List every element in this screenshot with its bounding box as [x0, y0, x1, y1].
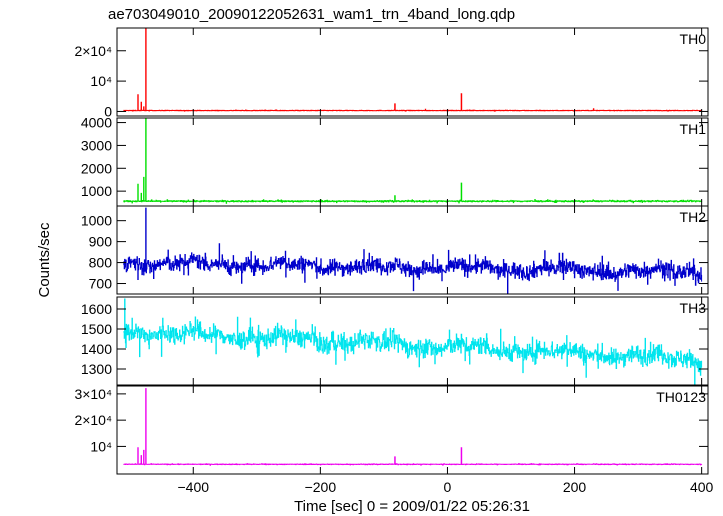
panel-label: TH2 — [680, 209, 707, 225]
x-tick-label: 400 — [690, 479, 714, 495]
panel-label: TH0 — [680, 31, 707, 47]
y-tick-label: 3×10⁴ — [74, 386, 112, 402]
y-tick-label: 1500 — [81, 321, 112, 337]
panel-th1: 1000 2000 3000 4000 TH1 — [81, 115, 709, 207]
chart-title: ae703049010_20090122052631_wam1_trn_4ban… — [108, 6, 515, 23]
panel-th3: 1300 1400 1500 1600 TH3 — [81, 296, 709, 386]
panel-frame — [116, 296, 709, 386]
x-tick-label: −400 — [177, 479, 209, 495]
panel-frame — [116, 117, 709, 207]
panel-th2: 700 800 900 1000 TH2 — [81, 205, 709, 295]
panel-frame — [116, 205, 709, 295]
panel-label: TH0123 — [656, 389, 706, 405]
series-th3 — [123, 298, 703, 385]
y-tick-label: 3000 — [81, 137, 112, 153]
panel-frame — [116, 385, 709, 475]
y-tick-label: 10⁴ — [90, 438, 112, 454]
x-tick-label: 0 — [444, 479, 452, 495]
panel-frame — [116, 27, 709, 117]
panel-th0123: 10⁴ 2×10⁴ 3×10⁴ TH0123 — [74, 385, 709, 475]
y-tick-label: 1000 — [81, 183, 112, 199]
y-tick-label: 800 — [89, 255, 113, 271]
y-tick-label: 0 — [104, 103, 112, 119]
series-th0123 — [123, 388, 703, 466]
y-tick-label: 2000 — [81, 160, 112, 176]
panel-label: TH3 — [680, 300, 707, 316]
y-tick-label: 10⁴ — [90, 73, 112, 89]
y-tick-label: 1300 — [81, 361, 112, 377]
y-tick-label: 2×10⁴ — [74, 43, 112, 59]
y-tick-label: 1400 — [81, 341, 112, 357]
y-tick-label: 2×10⁴ — [74, 412, 112, 428]
panel-th0: 0 10⁴ 2×10⁴ TH0 — [74, 27, 709, 119]
y-tick-label: 1000 — [81, 213, 112, 229]
series-th0 — [123, 28, 703, 112]
series-th1 — [123, 118, 703, 204]
y-tick-label: 1600 — [81, 301, 112, 317]
y-tick-label: 700 — [89, 276, 113, 292]
x-axis-label: Time [sec] 0 = 2009/01/22 05:26:31 — [294, 498, 530, 515]
x-tick-label: −200 — [305, 479, 337, 495]
series-th2 — [123, 207, 703, 294]
y-axis-label: Counts/sec — [36, 222, 53, 298]
y-tick-label: 4000 — [81, 115, 112, 131]
y-tick-label: 900 — [89, 234, 113, 250]
x-tick-label: 200 — [563, 479, 587, 495]
panel-label: TH1 — [680, 121, 707, 137]
